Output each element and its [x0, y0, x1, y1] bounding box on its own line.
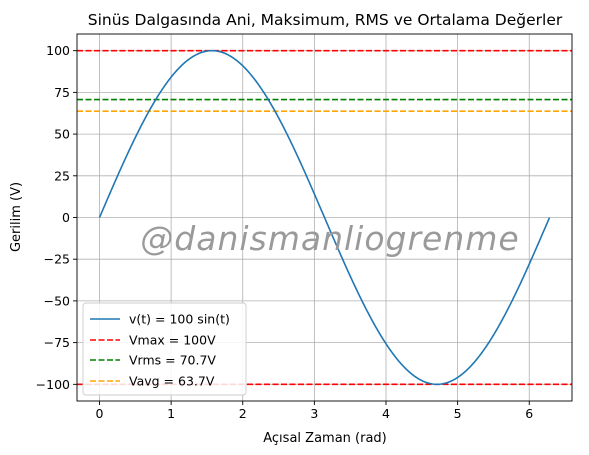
sine-wave-line: [98, 49, 551, 386]
legend-label-vrms: Vrms = 70.7V: [129, 353, 216, 368]
y-tick-label: 0: [62, 210, 70, 225]
y-axis-label: Gerilim (V): [9, 182, 24, 252]
y-tick-label: −50: [44, 293, 70, 308]
y-tick-label: −75: [44, 335, 70, 350]
x-tick-label: 5: [454, 406, 462, 421]
chart-title: Sinüs Dalgasında Ani, Maksimum, RMS ve O…: [88, 11, 563, 29]
x-tick-label: 2: [239, 406, 247, 421]
watermark-text: @danismanliogrenme: [140, 219, 519, 258]
legend-label-vavg: Vavg = 63.7V: [129, 374, 215, 389]
y-tick-label: 25: [54, 168, 70, 183]
axis-ticks: 0 1 2 3 4 5 6 −100 −75 −50 −25 0 25 50 75 100: [36, 43, 534, 421]
legend-label-sine: v(t) = 100 sin(t): [129, 312, 230, 327]
legend-box: [82, 302, 247, 396]
reference-lines: [77, 49, 572, 386]
y-tick-label: 75: [54, 85, 70, 100]
x-tick-label: 6: [525, 406, 533, 421]
y-tick-label: 50: [54, 127, 70, 142]
x-tick-label: 1: [167, 406, 175, 421]
x-axis-label: Açısal Zaman (rad): [263, 431, 387, 446]
series-layer: [98, 49, 551, 386]
y-tick-label: −100: [36, 377, 70, 392]
y-tick-label: −25: [44, 252, 70, 267]
y-tick-label: 100: [46, 43, 70, 58]
grid: [77, 34, 572, 401]
x-tick-label: 0: [96, 406, 104, 421]
x-tick-label: 3: [310, 406, 318, 421]
legend-label-vmax: Vmax = 100V: [129, 333, 216, 348]
x-tick-label: 4: [382, 406, 390, 421]
legend: v(t) = 100 sin(t) Vmax = 100V Vrms = 70.…: [82, 302, 247, 396]
